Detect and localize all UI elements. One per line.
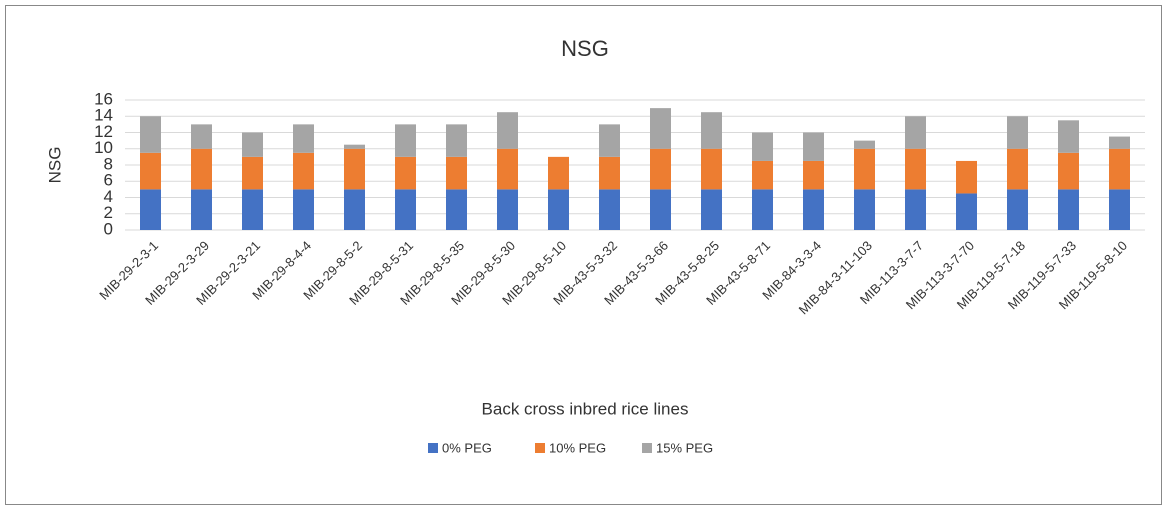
bar-segment [701, 112, 722, 149]
legend-label: 10% PEG [549, 440, 606, 455]
bar-segment [497, 189, 518, 230]
bar-segment [599, 156, 620, 190]
bar-segment [548, 156, 569, 190]
bar-segment [395, 124, 416, 157]
y-tick-label: 14 [94, 106, 113, 125]
y-tick-label: 0 [104, 219, 113, 238]
bar-segment [140, 152, 161, 190]
x-axis-title: Back cross inbred rice lines [482, 399, 689, 418]
bar-segment [905, 189, 926, 230]
bar-segment [1109, 189, 1130, 230]
bar-segment [854, 189, 875, 230]
bar-segment [293, 152, 314, 190]
bar-segment [497, 148, 518, 190]
legend-label: 0% PEG [442, 440, 492, 455]
y-tick-label: 8 [104, 154, 113, 173]
bar-segment [242, 132, 263, 157]
bar-segment [803, 160, 824, 190]
legend-label: 15% PEG [656, 440, 713, 455]
bar-segment [752, 132, 773, 161]
bar-segment [803, 189, 824, 230]
bar-segment [752, 160, 773, 190]
bar-segment [1058, 152, 1079, 190]
bar-segment [650, 148, 671, 190]
bar-segment [956, 193, 977, 230]
bar-segment [446, 189, 467, 230]
bar-segment [701, 148, 722, 190]
bar-segment [191, 124, 212, 149]
bar-segment [1007, 189, 1028, 230]
bar-segment [140, 116, 161, 153]
bar-segment [242, 156, 263, 190]
bar-segment [395, 189, 416, 230]
y-tick-label: 16 [94, 89, 113, 108]
legend-swatch [428, 443, 438, 453]
bar-segment [242, 189, 263, 230]
bar-segment [446, 124, 467, 157]
bar-segment [446, 156, 467, 190]
bar-segment [1058, 189, 1079, 230]
legend-swatch [535, 443, 545, 453]
bar-segment [191, 148, 212, 190]
y-axis-title: NSG [45, 147, 64, 184]
y-tick-label: 12 [94, 122, 113, 141]
bar-segment [191, 189, 212, 230]
y-tick-label: 2 [104, 203, 113, 222]
bar-segment [1007, 148, 1028, 190]
bar-segment [956, 160, 977, 194]
bar-segment [344, 148, 365, 190]
bar-segment [599, 124, 620, 157]
bar-segment [293, 124, 314, 153]
bar-segment [1109, 148, 1130, 190]
bar-segment [548, 189, 569, 230]
bar-segment [140, 189, 161, 230]
y-tick-label: 6 [104, 171, 113, 190]
bar-segment [344, 144, 365, 149]
bar-segment [905, 148, 926, 190]
chart-border [5, 5, 1162, 505]
bar-segment [1109, 136, 1130, 149]
bar-segment [854, 148, 875, 190]
bar-segment [905, 116, 926, 149]
bar-segment [854, 140, 875, 149]
chart-title: NSG [561, 36, 609, 61]
bar-segment [752, 189, 773, 230]
bar-segment [1007, 116, 1028, 149]
y-tick-label: 10 [94, 138, 113, 157]
legend-swatch [642, 443, 652, 453]
bar-segment [344, 189, 365, 230]
bar-segment [650, 108, 671, 149]
bar-segment [599, 189, 620, 230]
bar-segment [293, 189, 314, 230]
bar-segment [803, 132, 824, 161]
y-tick-label: 4 [104, 187, 113, 206]
bar-segment [497, 112, 518, 149]
bar-segment [395, 156, 416, 190]
bar-segment [701, 189, 722, 230]
bar-segment [1058, 120, 1079, 153]
bar-segment [650, 189, 671, 230]
